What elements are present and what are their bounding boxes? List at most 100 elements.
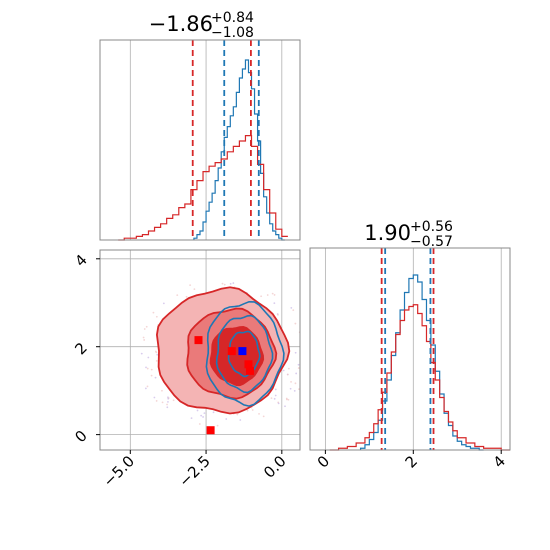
- sample-point: [147, 356, 150, 359]
- sample-point: [266, 294, 269, 296]
- param-1-title-minus: −1.08: [211, 25, 254, 41]
- sample-point: [176, 294, 179, 297]
- sample-point: [284, 405, 286, 408]
- sample-point: [153, 396, 156, 399]
- sample-point: [306, 352, 308, 354]
- sample-point: [161, 389, 163, 392]
- sample-point: [251, 409, 254, 411]
- sample-point: [166, 403, 168, 406]
- y-tick-label-param-2: 4: [71, 251, 90, 270]
- sample-point: [293, 390, 296, 392]
- sample-point: [229, 282, 232, 285]
- sample-point: [289, 387, 292, 390]
- red-marker: [206, 426, 215, 435]
- sample-point: [144, 387, 147, 390]
- histogram-1-series-red: [118, 135, 288, 241]
- histogram-2-series-red: [329, 304, 510, 451]
- sample-point: [162, 302, 165, 305]
- sample-point: [166, 406, 169, 409]
- sample-point: [156, 353, 159, 356]
- sample-point: [260, 295, 263, 298]
- sample-point: [216, 424, 219, 427]
- sample-point: [142, 336, 145, 339]
- sample-point: [290, 380, 292, 383]
- joint-plot-area: [100, 250, 316, 450]
- sample-point: [193, 288, 196, 291]
- histogram-param-2-frame: [309, 247, 511, 451]
- sample-point: [297, 367, 300, 369]
- sample-point: [262, 415, 265, 418]
- histogram-param-2-panel: 1.90 +0.56 −0.57: [309, 219, 511, 451]
- histogram-param-1-panel: −1.86 +0.84 −1.08: [99, 10, 301, 241]
- y-tick-label-param-2: 0: [71, 427, 90, 446]
- sample-point: [232, 282, 235, 284]
- sample-point: [270, 397, 273, 400]
- blue-contour-outer: [205, 300, 285, 407]
- sample-point: [297, 363, 300, 366]
- sample-point: [303, 318, 305, 320]
- sample-point: [146, 367, 149, 370]
- sample-point: [311, 352, 313, 354]
- x-tick-label-param-2: 0: [314, 452, 333, 471]
- y-tick-label-param-2: 2: [71, 339, 90, 358]
- param-2-title-minus: −0.57: [410, 234, 453, 250]
- sample-point: [274, 388, 277, 391]
- sample-point: [274, 394, 277, 397]
- x-tick-label-param-2: 2: [402, 452, 421, 471]
- sample-point: [161, 401, 164, 404]
- sample-point: [225, 418, 228, 420]
- sample-point: [143, 328, 146, 330]
- sample-point: [308, 375, 310, 377]
- x-tick-label-param-1: −2.5: [175, 452, 213, 490]
- sample-point: [152, 311, 155, 314]
- sample-point: [236, 413, 239, 416]
- sample-point: [277, 314, 279, 316]
- sample-point: [298, 388, 300, 391]
- sample-point: [140, 352, 143, 355]
- param-1-title-median: −1.86: [149, 12, 213, 36]
- sample-point: [155, 359, 158, 362]
- sample-point: [189, 284, 192, 287]
- sample-point: [196, 409, 199, 412]
- sample-point: [145, 325, 148, 328]
- sample-point: [167, 397, 170, 400]
- sample-point: [212, 411, 215, 414]
- red-marker: [246, 366, 254, 375]
- red-marker: [227, 347, 236, 356]
- sample-point: [285, 397, 288, 400]
- blue-contour-mid: [215, 314, 274, 394]
- sample-point: [150, 368, 153, 371]
- sample-point: [155, 400, 158, 402]
- sample-point: [143, 339, 146, 341]
- sample-point: [190, 417, 193, 420]
- sample-point: [294, 382, 297, 385]
- joint-distribution-panel: [99, 249, 316, 451]
- sample-point: [271, 292, 274, 295]
- sample-point: [294, 322, 297, 325]
- sample-point: [273, 294, 276, 296]
- sample-point: [295, 372, 298, 375]
- sample-point: [154, 350, 157, 353]
- sample-point: [154, 376, 157, 379]
- sample-point: [277, 402, 280, 405]
- sample-point: [307, 343, 309, 345]
- sample-point: [287, 367, 290, 370]
- sample-point: [258, 412, 260, 415]
- sample-point: [202, 416, 204, 418]
- axis-ticks: −5.0 −2.5 0.0 0 2 4 0 2 4: [71, 251, 509, 491]
- sample-point: [155, 315, 158, 318]
- histogram-2-series-blue: [359, 274, 484, 451]
- sample-point: [292, 309, 295, 312]
- joint-panel-frame: [99, 249, 301, 451]
- sample-point: [198, 423, 201, 425]
- param-2-title-plus: +0.56: [410, 219, 453, 235]
- sample-point: [150, 374, 153, 377]
- param-2-title-median: 1.90: [364, 221, 411, 245]
- sample-point: [246, 409, 249, 412]
- sample-point: [314, 347, 316, 349]
- sample-point: [172, 399, 175, 402]
- sample-point: [273, 397, 276, 400]
- x-tick-label-param-1: −5.0: [100, 452, 138, 490]
- sample-point: [200, 414, 203, 417]
- sample-point: [145, 366, 147, 369]
